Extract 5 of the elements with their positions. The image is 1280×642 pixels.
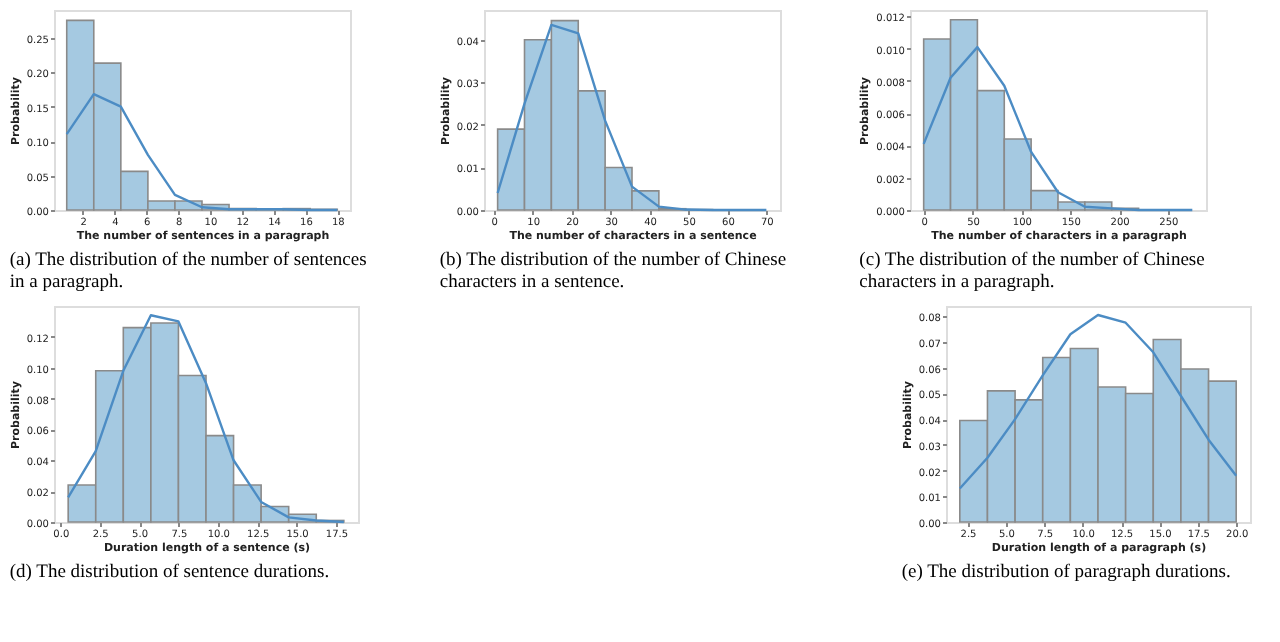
text: (b) The distribution of the number of Chinese characters in a sentence. [439, 251, 787, 293]
text: (a) The distribution of the number of sentences in a paragraph. [9, 251, 368, 293]
text: (c) The distribution of the number of Chinese characters in a paragraph. [859, 251, 1205, 293]
text: (e) The distribution of paragraph durations. [901, 563, 1231, 583]
text: (d) The distribution of sentence durations. [9, 563, 330, 583]
